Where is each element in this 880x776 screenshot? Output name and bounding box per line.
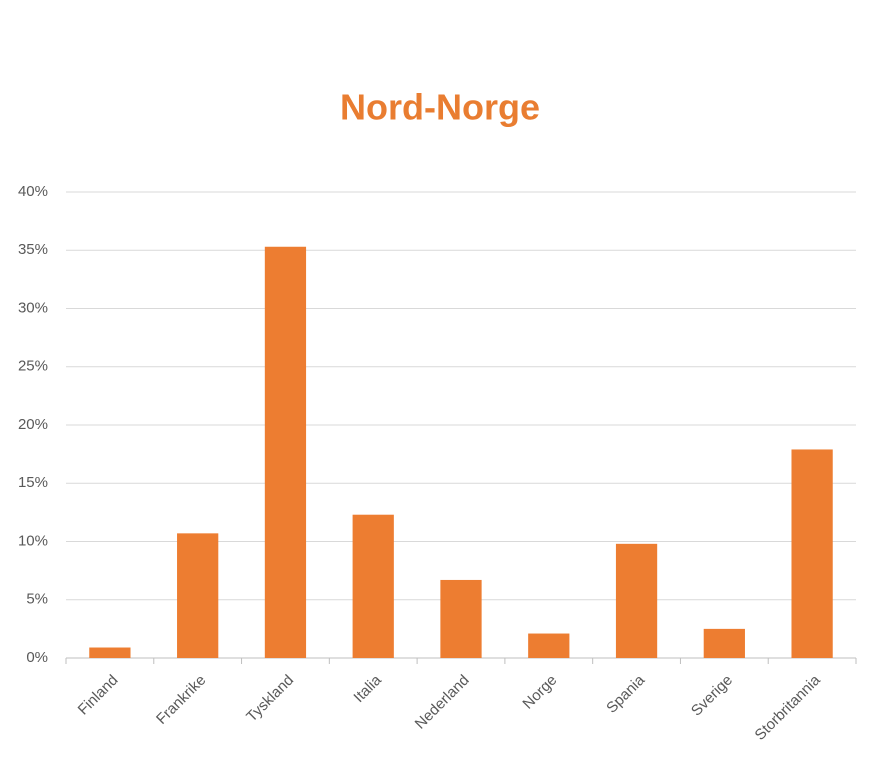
y-tick-label: 30% <box>18 299 48 316</box>
x-tick-label: Nederland <box>412 672 473 733</box>
x-tick-label: Storbritannia <box>752 671 825 744</box>
x-tick-label: Tyskland <box>243 672 297 726</box>
x-tick-label: Norge <box>519 672 560 713</box>
x-tick-label: Spania <box>603 671 649 717</box>
x-tick-label: Italia <box>350 671 385 706</box>
y-tick-label: 20% <box>18 416 48 433</box>
x-tick-label: Finland <box>75 672 122 719</box>
y-tick-label: 0% <box>26 649 48 666</box>
bar <box>352 514 394 658</box>
y-tick-label: 35% <box>18 241 48 258</box>
y-tick-label: 40% <box>18 183 48 200</box>
bar <box>703 628 745 658</box>
bar <box>440 579 482 658</box>
bar <box>615 543 658 658</box>
y-tick-label: 25% <box>18 358 48 375</box>
chart-title: Nord-Norge <box>340 87 540 128</box>
bar <box>177 533 219 658</box>
bar <box>528 633 570 658</box>
y-tick-label: 15% <box>18 474 48 491</box>
x-tick-label: Frankrike <box>153 672 209 728</box>
bar <box>89 647 131 658</box>
y-tick-label: 5% <box>26 591 48 608</box>
bar <box>264 246 307 658</box>
bar <box>791 449 833 658</box>
x-tick-label: Sverige <box>688 672 736 720</box>
y-tick-label: 10% <box>18 532 48 549</box>
